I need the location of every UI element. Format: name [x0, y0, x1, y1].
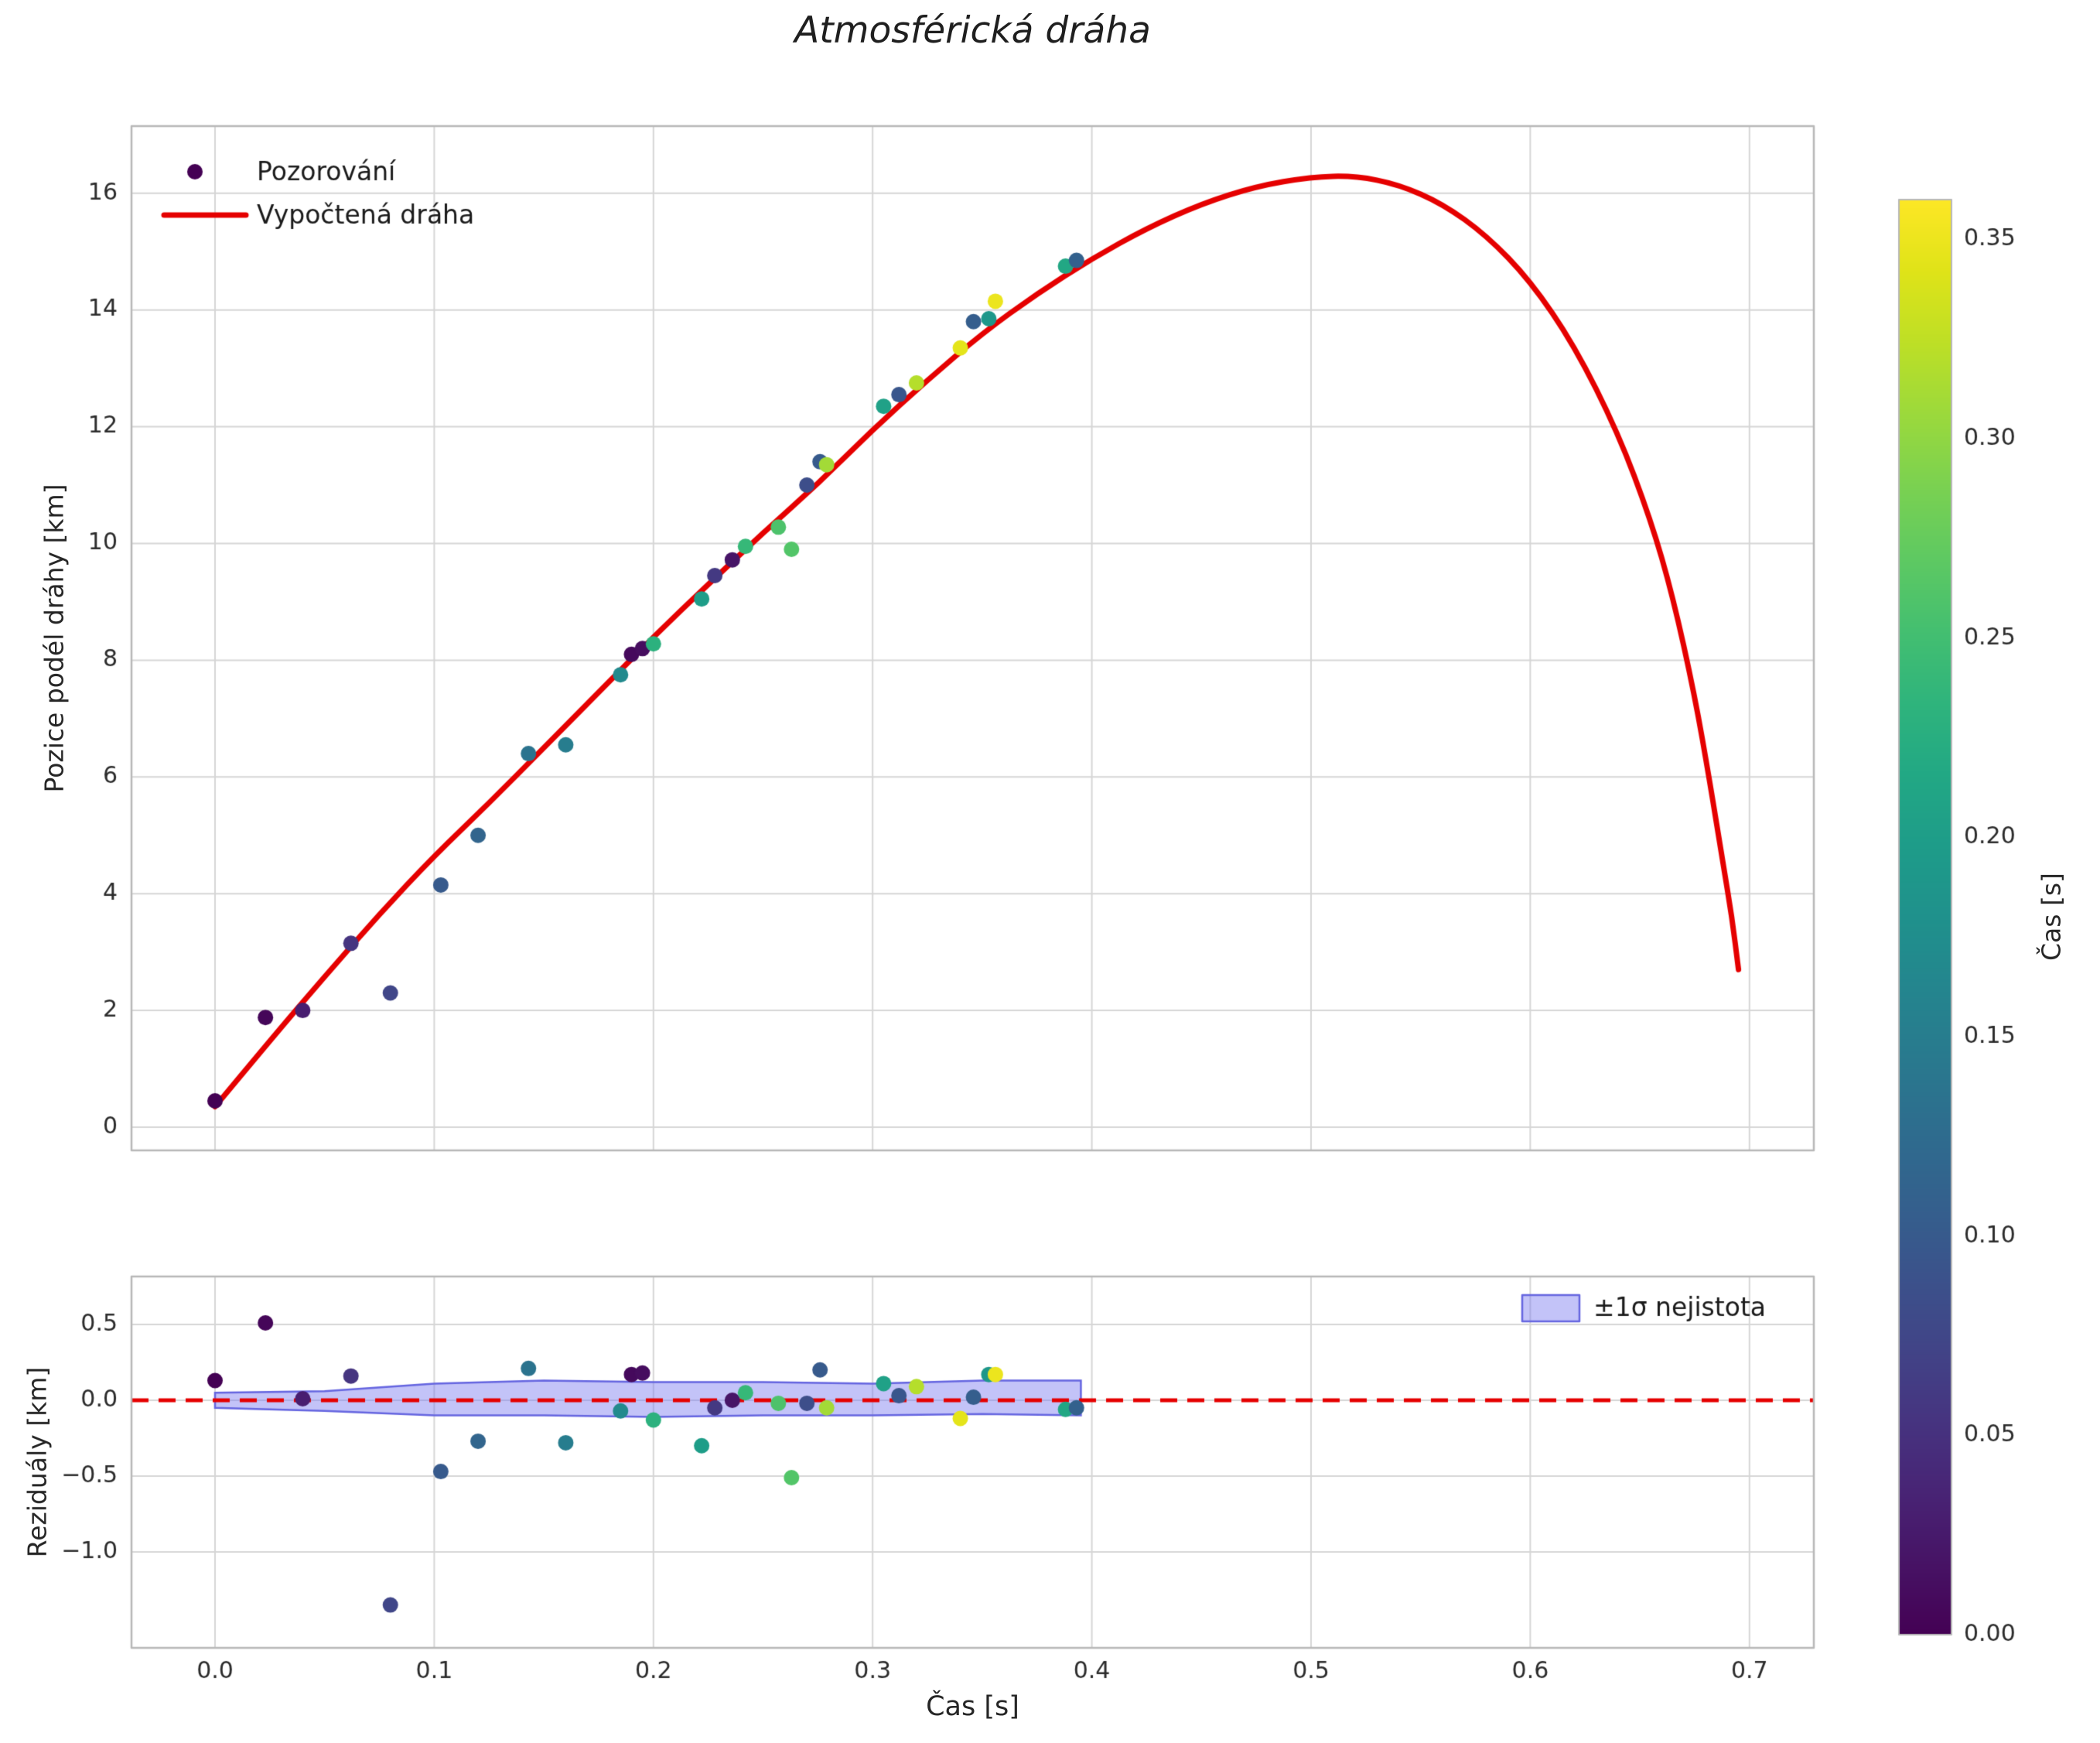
- figure-title: Atmosférická dráha: [794, 9, 1151, 52]
- residuals-y-axis-label: Reziduály [km]: [22, 1366, 53, 1558]
- colorbar-label: Čas [s]: [2036, 873, 2067, 961]
- position-y-axis-label: Pozice podél dráhy [km]: [39, 484, 70, 793]
- time-x-axis-label: Čas [s]: [926, 1691, 1019, 1722]
